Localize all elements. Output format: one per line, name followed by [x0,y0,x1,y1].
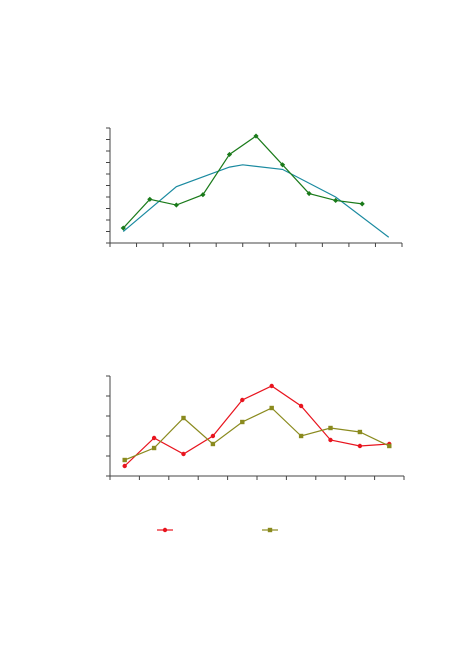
data-point [333,197,339,204]
data-point [269,405,274,411]
data-point [269,383,274,389]
data-point [240,397,245,403]
data-point [298,433,304,439]
bottom-chart-legend [157,527,278,533]
data-point [328,437,333,443]
data-point [151,435,157,441]
data-point [298,403,304,409]
data-point [226,151,233,158]
data-point [122,457,127,463]
trend-line [122,164,390,238]
data-point [200,192,206,198]
data-point [173,202,179,208]
legend-marker [162,527,168,533]
data-point [210,441,216,447]
data-point [210,433,216,439]
series-line [124,385,390,467]
data-point [147,196,153,202]
data-point [387,443,392,449]
data-point [181,415,186,421]
data-point [279,162,286,168]
data-point [120,225,126,231]
legend-marker [267,527,273,533]
series-line [124,407,390,461]
top-line-chart [106,127,403,247]
data-point [122,463,127,469]
data-point [240,419,245,425]
data-point [357,443,363,449]
data-point [181,451,186,457]
data-point [328,425,333,431]
data-point [253,133,259,139]
series-line [122,135,363,229]
data-point [151,445,157,451]
bottom-line-chart [106,375,405,480]
data-point [359,201,365,207]
data-point [357,429,363,435]
data-point [306,190,312,197]
